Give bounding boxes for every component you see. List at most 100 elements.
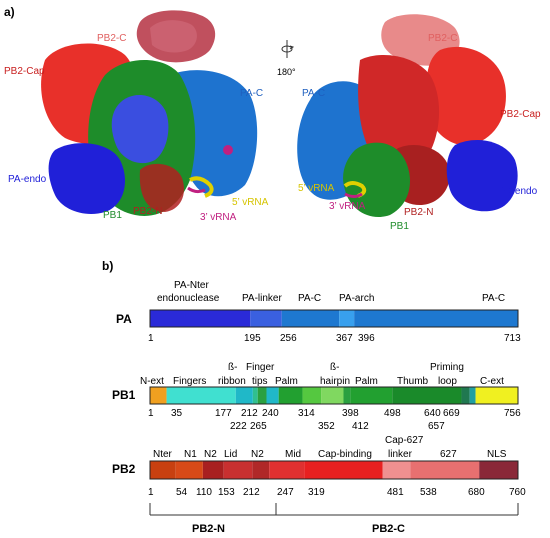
left-label-pb2n: PB2-N bbox=[133, 206, 162, 217]
pb1-outline bbox=[149, 386, 519, 405]
pa-tick-label: 1 bbox=[148, 333, 154, 344]
pb2-segment bbox=[150, 461, 176, 479]
pb1-domain-label: C-ext bbox=[480, 376, 504, 387]
bracket-label-pb2n: PB2-N bbox=[192, 523, 225, 535]
pb1-segment bbox=[350, 387, 393, 404]
pb1-tick-label: 498 bbox=[384, 408, 401, 419]
pb1-tick-label-bottom: 412 bbox=[352, 421, 369, 432]
right-paendo-blob bbox=[446, 140, 518, 212]
pb2-tick-label: 153 bbox=[218, 487, 235, 498]
pb2-domain-label: Mid bbox=[285, 449, 301, 460]
pb1-tick-label: 756 bbox=[504, 408, 521, 419]
pb2-tick-label: 1 bbox=[148, 487, 154, 498]
pb1-segment bbox=[469, 387, 476, 404]
left-label-vrna5: 5’ vRNA bbox=[232, 197, 269, 208]
left-paendo-blob bbox=[48, 143, 126, 215]
pb1-tick-label-bottom: 265 bbox=[250, 421, 267, 432]
pa-tick-label: 713 bbox=[504, 333, 521, 344]
left-vrna5-strand bbox=[189, 176, 214, 198]
right-label-pac: PA-C bbox=[302, 88, 325, 99]
pb2-segment bbox=[252, 461, 270, 479]
pb1-segment bbox=[302, 387, 322, 404]
pa-tick-label: 195 bbox=[244, 333, 261, 344]
pb1-domain-label: Palm bbox=[355, 376, 378, 387]
pb1-domain-label: Priming bbox=[430, 362, 464, 373]
left-blue-mid bbox=[111, 94, 169, 164]
pa-domain-label: PA-C bbox=[482, 293, 505, 304]
pb1-tick-label: 640 bbox=[424, 408, 441, 419]
pa-tick-label: 256 bbox=[280, 333, 297, 344]
pb2-name: PB2 bbox=[112, 462, 136, 476]
pb2-domain-bar bbox=[149, 460, 519, 480]
right-label-paendo: PA-endo bbox=[499, 186, 538, 197]
rotation-label: 180° bbox=[277, 67, 296, 77]
left-structure bbox=[41, 10, 258, 216]
right-label-pb2cap: PB2-Cap bbox=[500, 109, 541, 120]
pb1-segment bbox=[235, 387, 253, 404]
left-label-vrna3: 3’ vRNA bbox=[200, 212, 237, 223]
left-label-paendo: PA-endo bbox=[8, 174, 47, 185]
pb1-domain-label: ribbon bbox=[218, 376, 246, 387]
pb1-domain-label: Fingers bbox=[173, 376, 206, 387]
pb1-tick-label: 35 bbox=[171, 408, 183, 419]
pb2-tick-label: 680 bbox=[468, 487, 485, 498]
pb2-domain-label: 627 bbox=[440, 449, 457, 460]
pb1-domain-label: tips bbox=[252, 376, 268, 387]
pb1-segment bbox=[266, 387, 279, 404]
pb1-tick-label: 398 bbox=[342, 408, 359, 419]
pa-domain-label: PA-C bbox=[298, 293, 321, 304]
pb1-domain-label: hairpin bbox=[320, 376, 350, 387]
left-label-pac: PA-C bbox=[240, 88, 263, 99]
pb2-segment bbox=[202, 461, 224, 479]
rotation-icon bbox=[281, 40, 295, 58]
pb1-domain-label: ß- bbox=[228, 362, 237, 373]
pb1-segment bbox=[252, 387, 258, 404]
pb2-domain-label: Lid bbox=[224, 449, 237, 460]
right-vrna3-strand bbox=[344, 192, 363, 198]
pa-domain-label: PA-linker bbox=[242, 293, 282, 304]
pb1-segment bbox=[257, 387, 267, 404]
right-pb1-blob bbox=[343, 142, 410, 218]
pb1-segment bbox=[166, 387, 236, 404]
pa-domain-label: PA-arch bbox=[339, 293, 374, 304]
left-label-pb1: PB1 bbox=[103, 210, 122, 221]
pb2-segment bbox=[269, 461, 305, 479]
pb1-segment bbox=[461, 387, 470, 404]
pb1-domain-label: ß- bbox=[330, 362, 339, 373]
pb1-domain-label: Finger bbox=[246, 362, 275, 373]
pb2-tick-label: 538 bbox=[420, 487, 437, 498]
pa-outline bbox=[149, 309, 519, 328]
pb2-segment bbox=[410, 461, 480, 479]
left-pb2n-blob bbox=[139, 163, 185, 212]
pb1-tick-label: 314 bbox=[298, 408, 315, 419]
pa-tick-label: 396 bbox=[358, 333, 375, 344]
pb1-segment bbox=[475, 387, 518, 404]
pb2-domain-label: N2 bbox=[251, 449, 264, 460]
right-label-vrna3: 3’ vRNA bbox=[329, 201, 366, 212]
pb2-domain-label: Nter bbox=[153, 449, 173, 460]
right-structure bbox=[297, 14, 518, 218]
pa-domain-label: PA-Nter bbox=[174, 280, 209, 291]
pa-domain-label: endonuclease bbox=[157, 293, 220, 304]
pb2-tick-label: 760 bbox=[509, 487, 526, 498]
pb2-domain-label: Cap-binding bbox=[318, 449, 372, 460]
left-pb2c-highlight bbox=[150, 20, 197, 53]
pb2-tick-label: 212 bbox=[243, 487, 260, 498]
left-label-pb2c: PB2-C bbox=[97, 33, 126, 44]
pb2-outline bbox=[149, 460, 519, 480]
pb1-name: PB1 bbox=[112, 388, 136, 402]
pb2-domain-label: N2 bbox=[204, 449, 217, 460]
pb2-segment bbox=[223, 461, 253, 479]
pb1-domain-label: N-ext bbox=[140, 376, 164, 387]
pa-segment bbox=[250, 310, 282, 327]
right-label-pb2c: PB2-C bbox=[428, 33, 457, 44]
left-vrna-dot bbox=[223, 145, 233, 155]
right-red-center bbox=[358, 55, 440, 170]
pb2-tick-label: 110 bbox=[196, 487, 212, 498]
pb2-segment bbox=[382, 461, 411, 479]
pb2-domain-label: NLS bbox=[487, 449, 507, 460]
bracket-label-pb2c: PB2-C bbox=[372, 523, 405, 535]
right-label-pb2n: PB2-N bbox=[404, 207, 433, 218]
right-pb2cap-blob bbox=[426, 46, 506, 146]
pb1-domain-bar bbox=[149, 386, 519, 405]
